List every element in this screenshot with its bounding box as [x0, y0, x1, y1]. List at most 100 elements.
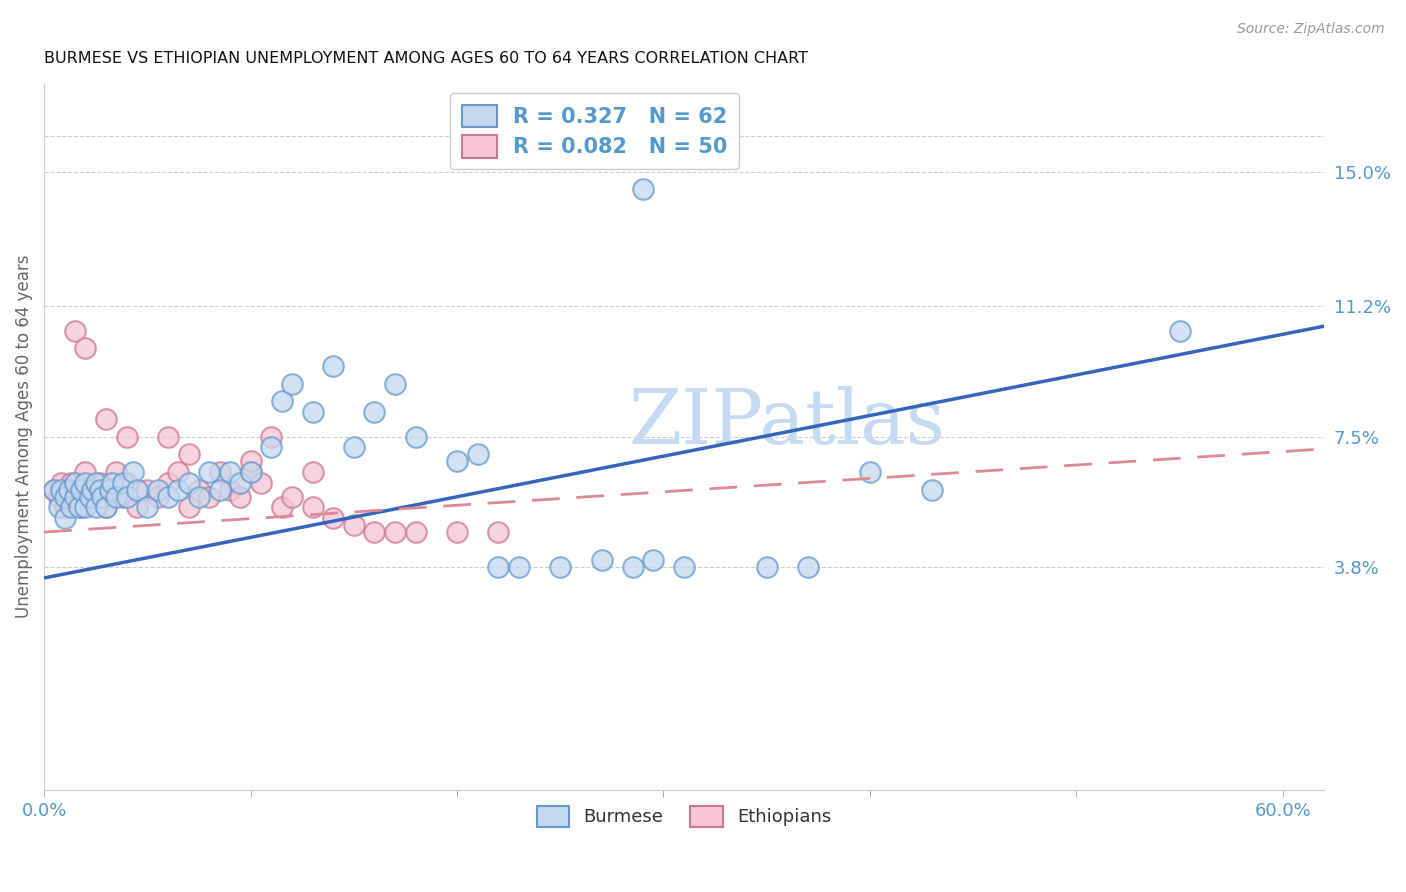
Point: [111, 475, 134, 490]
Point: [301, 500, 323, 515]
Point: [631, 182, 654, 196]
Point: [167, 465, 190, 479]
Point: [44, 483, 66, 497]
Point: [63, 490, 86, 504]
Text: Source: ZipAtlas.com: Source: ZipAtlas.com: [1237, 22, 1385, 37]
Point: [486, 560, 509, 574]
Point: [239, 465, 262, 479]
Point: [63, 324, 86, 338]
Point: [94, 500, 117, 515]
Point: [219, 465, 242, 479]
Point: [167, 483, 190, 497]
Point: [49, 483, 72, 497]
Point: [75, 465, 97, 479]
Point: [467, 447, 489, 461]
Point: [177, 475, 200, 490]
Point: [98, 483, 121, 497]
Point: [177, 500, 200, 515]
Point: [79, 490, 101, 504]
Point: [270, 394, 292, 409]
Point: [229, 490, 252, 504]
Point: [446, 454, 468, 468]
Point: [70, 500, 93, 515]
Point: [122, 465, 145, 479]
Point: [384, 376, 406, 391]
Point: [219, 483, 242, 497]
Point: [177, 447, 200, 461]
Point: [115, 475, 138, 490]
Point: [58, 483, 80, 497]
Point: [673, 560, 696, 574]
Point: [94, 412, 117, 426]
Point: [94, 500, 117, 515]
Point: [59, 500, 82, 515]
Point: [229, 475, 252, 490]
Point: [591, 553, 613, 567]
Point: [621, 560, 644, 574]
Point: [59, 475, 82, 490]
Point: [84, 500, 107, 515]
Point: [101, 483, 124, 497]
Point: [239, 454, 262, 468]
Point: [44, 483, 66, 497]
Point: [486, 525, 509, 540]
Point: [188, 490, 211, 504]
Point: [111, 490, 134, 504]
Point: [89, 483, 111, 497]
Point: [115, 430, 138, 444]
Point: [208, 483, 231, 497]
Point: [260, 440, 283, 454]
Point: [859, 465, 882, 479]
Point: [322, 359, 344, 373]
Point: [67, 500, 90, 515]
Point: [446, 525, 468, 540]
Point: [301, 465, 323, 479]
Point: [797, 560, 820, 574]
Point: [643, 553, 665, 567]
Point: [105, 465, 128, 479]
Point: [281, 490, 304, 504]
Point: [156, 430, 179, 444]
Point: [363, 525, 385, 540]
Point: [136, 483, 159, 497]
Point: [508, 560, 530, 574]
Text: BURMESE VS ETHIOPIAN UNEMPLOYMENT AMONG AGES 60 TO 64 YEARS CORRELATION CHART: BURMESE VS ETHIOPIAN UNEMPLOYMENT AMONG …: [44, 51, 808, 66]
Y-axis label: Unemployment Among Ages 60 to 64 years: Unemployment Among Ages 60 to 64 years: [15, 255, 32, 618]
Point: [125, 500, 148, 515]
Point: [75, 500, 97, 515]
Point: [755, 560, 778, 574]
Point: [105, 490, 128, 504]
Text: ZIPatlas: ZIPatlas: [628, 385, 945, 459]
Point: [89, 475, 111, 490]
Point: [208, 465, 231, 479]
Point: [63, 490, 86, 504]
Point: [53, 490, 76, 504]
Point: [270, 500, 292, 515]
Point: [84, 490, 107, 504]
Point: [384, 525, 406, 540]
Point: [84, 475, 107, 490]
Point: [548, 560, 571, 574]
Point: [53, 511, 76, 525]
Point: [80, 483, 103, 497]
Point: [301, 405, 323, 419]
Point: [79, 483, 101, 497]
Point: [101, 475, 124, 490]
Point: [70, 483, 93, 497]
Point: [49, 475, 72, 490]
Point: [363, 405, 385, 419]
Point: [260, 430, 283, 444]
Point: [75, 475, 97, 490]
Point: [405, 430, 427, 444]
Point: [115, 490, 138, 504]
Point: [146, 490, 169, 504]
Point: [343, 440, 366, 454]
Point: [250, 475, 273, 490]
Point: [48, 500, 70, 515]
Point: [90, 490, 112, 504]
Point: [921, 483, 943, 497]
Point: [1168, 324, 1191, 338]
Legend: Burmese, Ethiopians: Burmese, Ethiopians: [530, 798, 839, 834]
Point: [136, 500, 159, 515]
Point: [75, 342, 97, 356]
